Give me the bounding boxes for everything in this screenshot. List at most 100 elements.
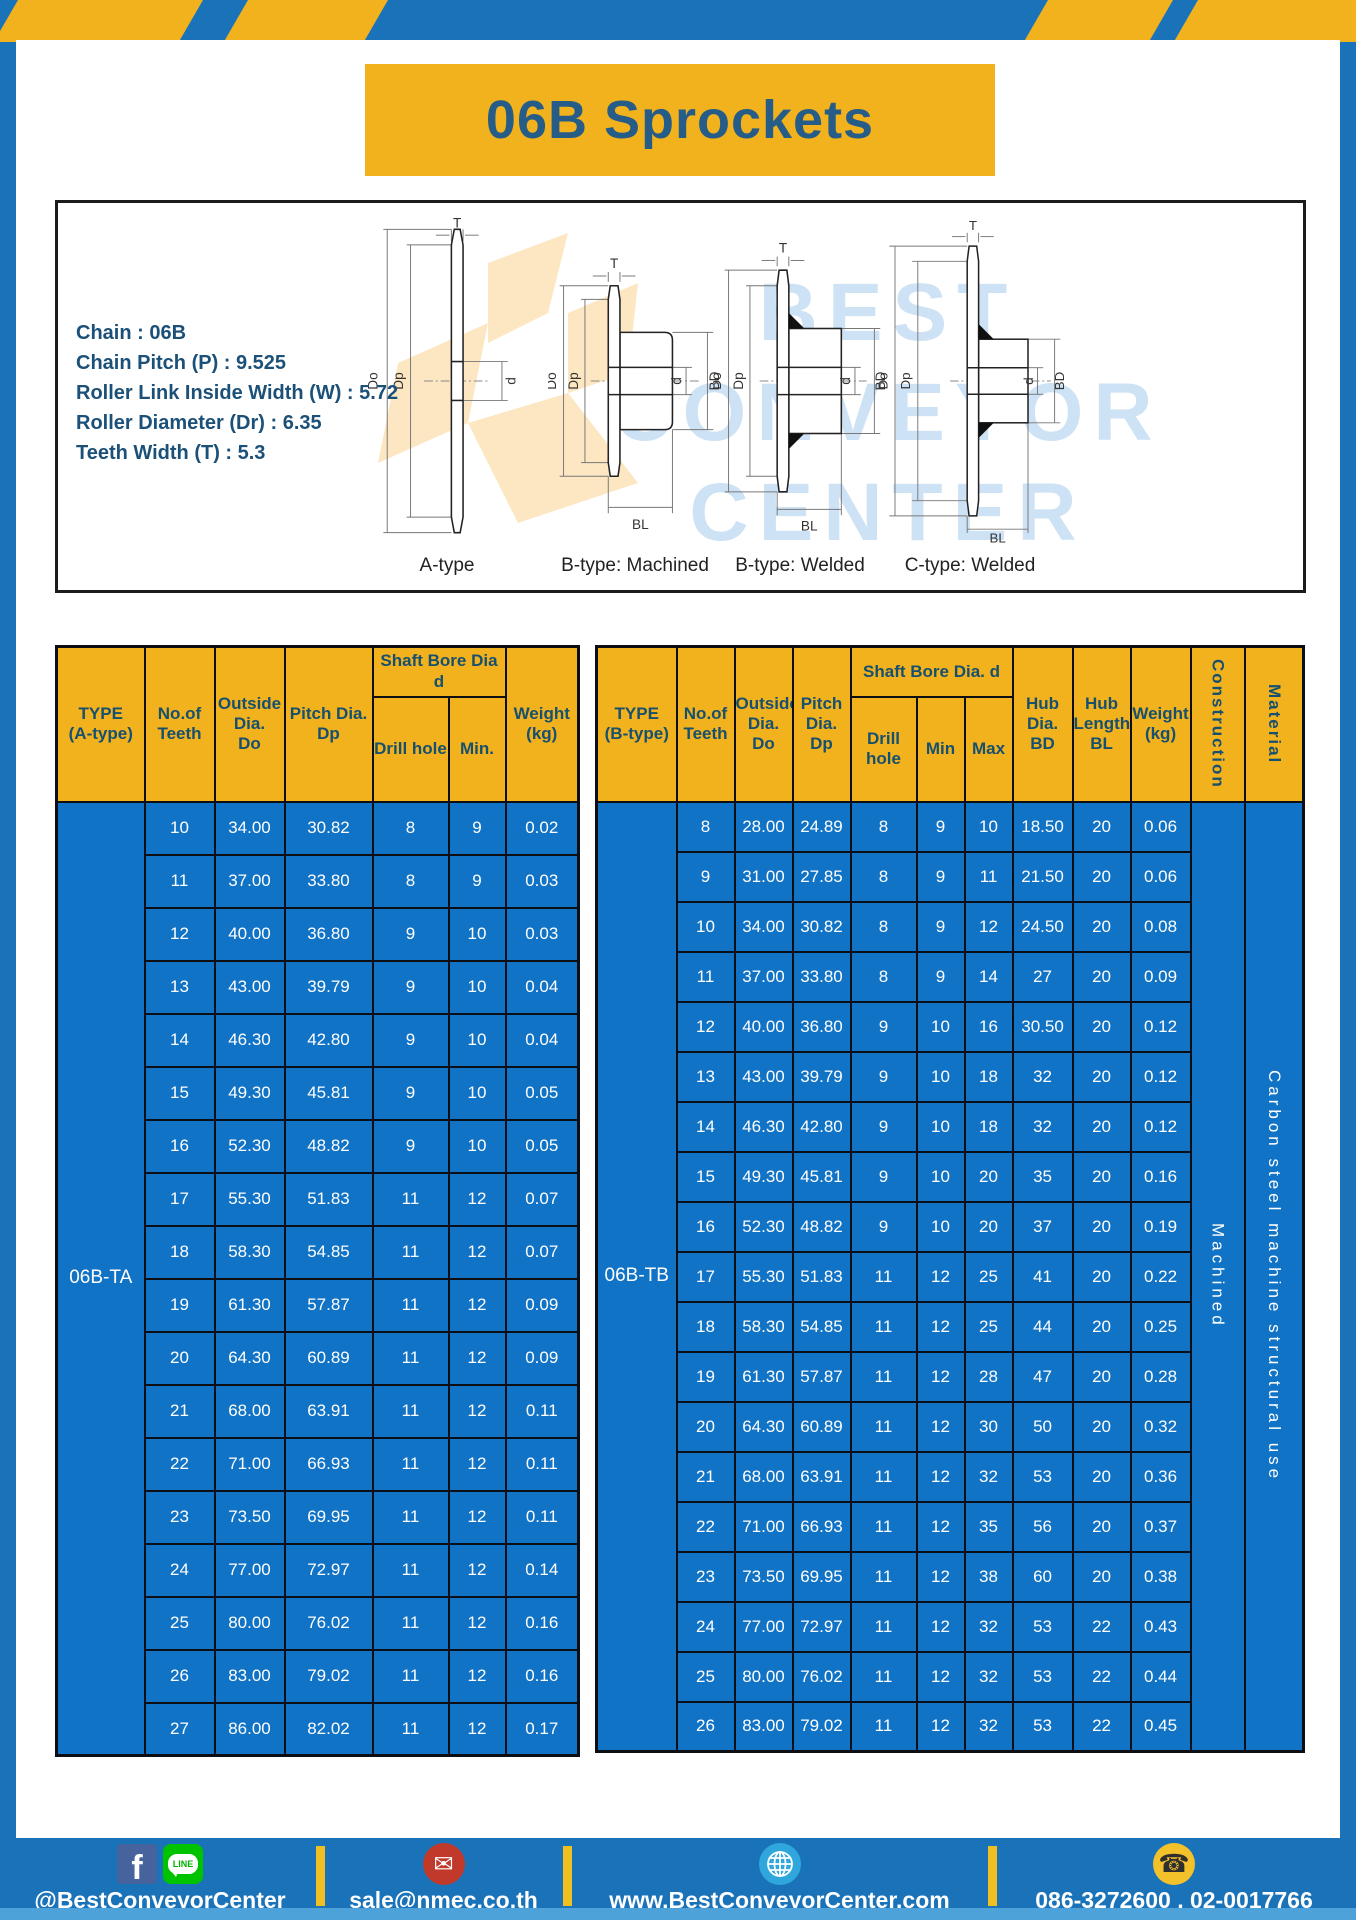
table-cell: 54.85: [791, 1300, 852, 1353]
caption-b-machined: B-type: Machined: [561, 555, 709, 576]
table-row: 22 71.00 66.93 11 12 0.11: [57, 1436, 580, 1492]
table-cell: 9: [915, 950, 966, 1003]
table-cell: 12: [963, 900, 1014, 953]
table-cell: 72.97: [283, 1542, 374, 1598]
table-cell: 55.30: [733, 1250, 794, 1303]
table-cell: 20: [1071, 1300, 1132, 1353]
dim-label-bl: BL: [801, 519, 818, 534]
table-cell: 20: [1071, 850, 1132, 903]
banner-stripe: [0, 0, 204, 42]
table-cell: 9: [371, 906, 450, 962]
table-cell: 20: [1071, 950, 1132, 1003]
table-cell: 31.00: [733, 850, 794, 903]
table-cell: 52.30: [213, 1118, 286, 1174]
table-cell: 0.45: [1129, 1700, 1192, 1753]
table-cell: 12: [447, 1330, 507, 1386]
table-cell: 11: [849, 1350, 918, 1403]
table-cell: 63.91: [791, 1450, 852, 1503]
table-cell: 57.87: [283, 1277, 374, 1333]
table-cell: 24.89: [791, 800, 852, 853]
table-row: 17 55.30 51.83 11 12 0.07: [57, 1171, 580, 1227]
globe-icon[interactable]: [758, 1843, 801, 1885]
table-cell: 11: [849, 1300, 918, 1353]
banner-stripe: [223, 0, 388, 42]
table-cell: 34.00: [733, 900, 794, 953]
table-cell: 45.81: [791, 1150, 852, 1203]
table-cell: 9: [849, 1050, 918, 1103]
table-a-type: TYPE (A-type) No.of Teeth Outside Dia. D…: [55, 645, 580, 1757]
header-hub-length: Hub Length BL: [1071, 645, 1132, 803]
table-cell: 14: [143, 1012, 216, 1068]
banner-stripe: [1023, 0, 1173, 42]
dim-label-dp: Dp: [731, 372, 746, 389]
table-cell: 0.11: [504, 1489, 580, 1545]
phone-icon[interactable]: ☎: [1153, 1843, 1195, 1885]
diagram-c-welded: T Do Dp d BD BL: [876, 218, 1066, 546]
table-cell: 0.12: [1129, 1050, 1192, 1103]
table-cell: 16: [963, 1000, 1014, 1053]
table-row: 13 43.00 39.79 9 10 18 32 20 0.12: [597, 1050, 1304, 1103]
table-row: 14 46.30 42.80 9 10 0.04: [57, 1012, 580, 1068]
diagram-b-machined: T Do Dp d BD BL: [548, 256, 722, 532]
table-cell: 20: [143, 1330, 216, 1386]
table-cell: 44: [1011, 1300, 1074, 1353]
diagram-a-type: T Do Dp d: [366, 215, 519, 534]
table-cell: 19: [143, 1277, 216, 1333]
table-row: 13 43.00 39.79 9 10 0.04: [57, 959, 580, 1015]
table-cell: 12: [447, 1701, 507, 1757]
table-row: 19 61.30 57.87 11 12 0.09: [57, 1277, 580, 1333]
header-shaft-bore: Shaft Bore Dia d: [371, 645, 507, 698]
diagram-b-welded: T Do Dp d BD BL: [713, 241, 888, 534]
dim-label-bd: BD: [707, 371, 722, 390]
table-cell: 24.50: [1011, 900, 1074, 953]
table-cell: 79.02: [283, 1648, 374, 1704]
caption-b-welded: B-type: Welded: [735, 555, 865, 576]
table-cell: 12: [915, 1350, 966, 1403]
table-cell: 9: [915, 800, 966, 853]
header-teeth: No.of Teeth: [675, 645, 736, 803]
table-cell: 26: [675, 1700, 736, 1753]
table-cell: 20: [1071, 1450, 1132, 1503]
table-cell: 83.00: [213, 1648, 286, 1704]
table-cell: 8: [371, 800, 450, 856]
line-badge: LINE: [168, 1854, 198, 1874]
table-row: 16 52.30 48.82 9 10 20 37 20 0.19: [597, 1200, 1304, 1253]
dim-label-d: d: [1021, 377, 1036, 384]
table-cell: 38: [963, 1550, 1014, 1603]
header-teeth: No.of Teeth: [143, 645, 216, 803]
table-cell: 11: [675, 950, 736, 1003]
table-cell: 18: [675, 1300, 736, 1353]
table-cell: 0.17: [504, 1701, 580, 1757]
table-cell: 20: [675, 1400, 736, 1453]
table-cell: 0.38: [1129, 1550, 1192, 1603]
dim-label-d: d: [838, 377, 853, 385]
table-cell: 9: [849, 1100, 918, 1153]
header-weight: Weight (kg): [504, 645, 580, 803]
table-cell: 0.03: [504, 853, 580, 909]
dim-label-t: T: [969, 218, 977, 233]
table-cell: 68.00: [733, 1450, 794, 1503]
facebook-icon[interactable]: f: [117, 1844, 157, 1885]
table-cell: 27.85: [791, 850, 852, 903]
footer-social-icons: f LINE: [117, 1843, 203, 1885]
table-row: 12 40.00 36.80 9 10 16 30.50 20 0.12: [597, 1000, 1304, 1053]
table-cell: 9: [849, 1000, 918, 1053]
table-cell: 20: [963, 1200, 1014, 1253]
footer-bottom-strip: [0, 1908, 1356, 1920]
table-cell: 40.00: [733, 1000, 794, 1053]
table-cell: 9: [447, 853, 507, 909]
table-row: 06B-TA 10 34.00 30.82 8 9 0.02: [55, 800, 580, 1757]
email-icon[interactable]: ✉: [422, 1843, 465, 1885]
table-cell: 21: [675, 1450, 736, 1503]
table-cell: 27: [143, 1701, 216, 1757]
table-cell: 48.82: [283, 1118, 374, 1174]
table-cell: 12: [675, 1000, 736, 1053]
table-cell: 8: [675, 800, 736, 853]
table-cell: 37: [1011, 1200, 1074, 1253]
line-icon[interactable]: LINE: [163, 1844, 203, 1884]
table-cell: 20: [1071, 900, 1132, 953]
table-cell: 10: [447, 1012, 507, 1068]
table-cell: 25: [675, 1650, 736, 1703]
table-cell: 80.00: [213, 1595, 286, 1651]
